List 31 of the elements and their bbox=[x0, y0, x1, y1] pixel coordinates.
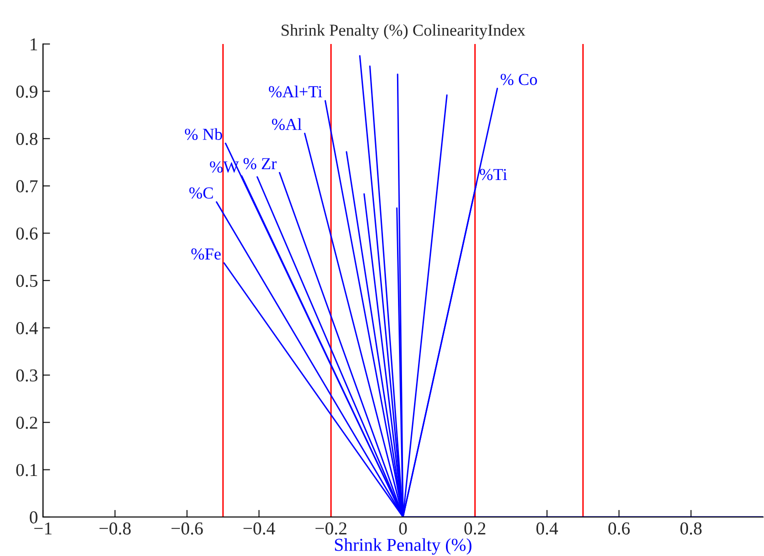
series-label: %C bbox=[189, 187, 213, 199]
x-tick-label: 0.2 bbox=[464, 522, 486, 535]
x-tick-label: −0.6 bbox=[172, 522, 203, 535]
x-tick-label: 0.4 bbox=[536, 522, 558, 535]
series-label: % Zr bbox=[244, 158, 277, 170]
y-tick-label: 0.8 bbox=[16, 132, 38, 146]
y-tick-label: 0.3 bbox=[16, 369, 38, 382]
y-tick-label: 0.9 bbox=[16, 86, 38, 98]
chart-title: Shrink Penalty (%) ColinearityIndex bbox=[282, 24, 526, 40]
y-tick-label: 0 bbox=[30, 511, 38, 524]
x-tick-label: 0 bbox=[399, 522, 407, 535]
x-tick-label: −0.2 bbox=[316, 522, 346, 535]
series-label: % Nb bbox=[184, 128, 222, 140]
y-tick-label: 0.6 bbox=[16, 227, 38, 240]
y-tick-label: 0.1 bbox=[16, 464, 38, 476]
y-tick-label: 0.4 bbox=[16, 322, 38, 334]
series-label: %Al+Ti bbox=[268, 86, 322, 98]
y-tick-label: 0.2 bbox=[16, 416, 38, 429]
series-label: % Co bbox=[500, 74, 537, 86]
x-tick-label: −0.8 bbox=[100, 522, 131, 535]
x-tick-label: −0.4 bbox=[244, 522, 276, 535]
x-tick-label: −1 bbox=[34, 522, 52, 534]
x-tick-label: 0.8 bbox=[680, 522, 702, 535]
y-tick-label: 0.5 bbox=[16, 274, 38, 288]
series-label: %Fe bbox=[191, 248, 221, 260]
series-label: %Al bbox=[272, 118, 302, 130]
y-tick-label: 0.7 bbox=[16, 180, 38, 192]
series-label: %Ti bbox=[480, 168, 508, 180]
x-axis-title: Shrink Penalty (%) bbox=[335, 538, 472, 555]
x-tick-label: 0.6 bbox=[608, 522, 630, 535]
y-tick-label: 1 bbox=[30, 38, 38, 50]
